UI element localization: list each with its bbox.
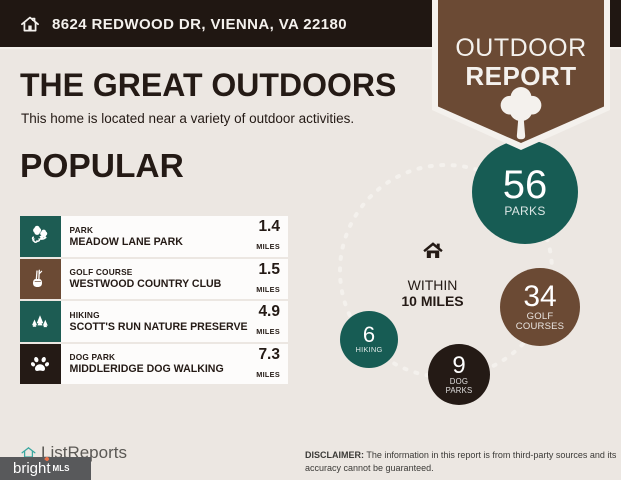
svg-text:OUTDOOR: OUTDOOR (455, 34, 586, 62)
svg-text:REPORT: REPORT (465, 61, 576, 91)
